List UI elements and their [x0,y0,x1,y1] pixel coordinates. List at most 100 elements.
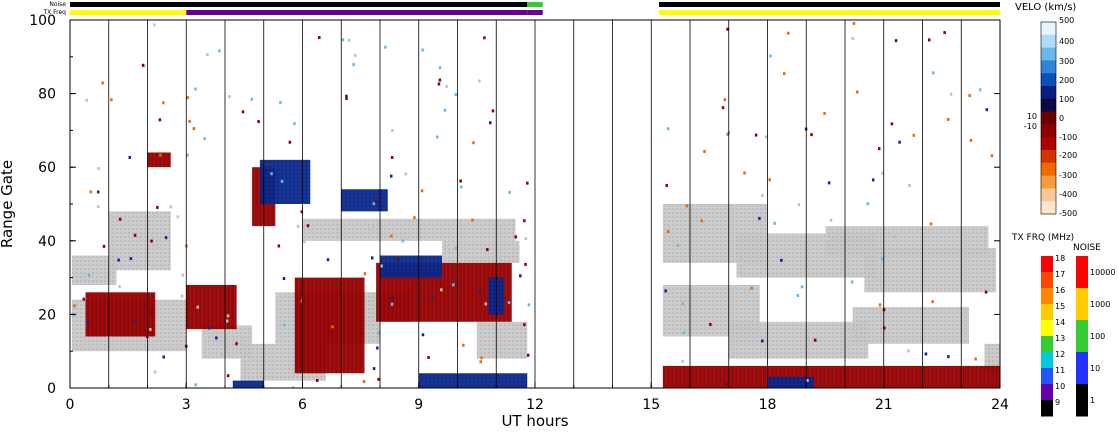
speckle-point [192,127,196,131]
velocity-colorbar-frame [1040,21,1057,215]
speckle-point [390,155,394,159]
speckle-point [459,185,463,189]
speckle-point [318,36,321,40]
y-axis-ticks: 0 20 40 60 80 100 [29,13,1000,397]
y-axis-label: Range Gate [0,160,16,248]
txfreq-segment-3 [659,10,1000,15]
speckle-point [206,53,209,57]
speckle-point [384,45,387,49]
speckle-point [102,244,106,248]
speckle-point [491,109,495,113]
speckle-point [459,179,462,183]
speckle-point [133,319,137,323]
speckle-point [73,304,76,308]
speckle-point [484,302,487,306]
txfreq-swatch [1041,304,1053,321]
speckle-point [391,129,394,133]
noise-swatch [1076,352,1088,385]
speckle-point [931,71,935,75]
speckle-point [421,48,424,52]
speckle-point [186,96,189,100]
ground-scatter-patch-7 [442,240,520,263]
speckle-point [881,257,884,261]
ground-scatter-patch-17 [984,343,1000,374]
speckle-point [438,66,442,70]
velocity-tick-label: 300 [1059,57,1074,66]
speckle-point [345,97,348,101]
speckle-point [235,342,238,346]
speckle-point [974,357,977,361]
speckle-point [277,244,281,248]
speckle-point [413,216,416,220]
noise-status-bar [70,2,1000,7]
txfreq-tick-label: 12 [1055,350,1065,359]
scatter-speckle [72,21,1000,388]
speckle-point [86,320,90,324]
speckle-point [478,290,482,294]
x-tick-label: 18 [759,397,777,413]
speckle-point [279,100,282,104]
speckle-point [786,31,790,35]
speckle-point [782,72,786,76]
speckle-point [665,183,668,187]
speckle-point [282,323,286,327]
velocity-tick-label: 0 [1059,114,1064,123]
speckle-point [978,88,982,92]
txfreq-swatch [1041,336,1053,353]
velocity-negative-patch-4 [85,292,156,337]
speckle-point [89,190,93,194]
txfreq-status-bar [70,10,1000,15]
speckle-point [188,119,191,123]
txfreq-colorbar: TX FRQ (MHz) 18 17 16 15 14 13 12 11 10 9 [1011,233,1074,417]
speckle-point [478,79,481,83]
txfreq-tick-label: 16 [1055,286,1065,295]
speckle-point [912,133,916,137]
ground-scatter-patch-8 [476,321,528,359]
speckle-point [759,220,763,224]
velocity-tick-label: 200 [1059,76,1074,85]
speckle-point [377,331,380,335]
txfreq-tick-label: 13 [1055,334,1065,343]
speckle-point [829,218,833,222]
speckle-point [893,235,897,239]
speckle-point [117,258,120,262]
speckle-point [527,303,531,307]
ground-scatter-patch-16 [852,307,969,344]
speckle-point [380,264,383,268]
speckle-point [780,258,783,262]
speckle-point [430,296,434,300]
speckle-point [159,153,162,157]
speckle-point [681,302,685,306]
txfreq-swatch [1041,256,1053,273]
speckle-point [300,210,304,214]
velocity-positive-patch-5 [767,376,814,388]
velocity-swatch [1041,175,1056,189]
velocity-tick-label: -300 [1059,171,1077,180]
speckle-point [282,277,286,281]
speckle-point [455,246,458,250]
velocity-tick-label: 100 [1059,95,1074,104]
speckle-point [226,314,230,318]
speckle-point [288,140,292,144]
speckle-point [293,122,296,126]
speckle-point [750,286,753,290]
speckle-point [303,240,306,244]
txfreq-tick-label: 18 [1055,254,1065,263]
speckle-point [526,353,530,357]
speckle-point [806,378,809,382]
speckle-point [768,178,771,182]
y-tick-label: 80 [38,87,56,103]
speckle-point [685,204,689,208]
velocity-tick-label: -400 [1059,190,1077,199]
speckle-point [118,285,121,289]
txfreq-tick-label: 11 [1055,366,1065,375]
speckle-point [800,285,804,289]
speckle-point [894,39,898,43]
speckle-point [133,233,137,237]
speckle-point [141,63,145,67]
speckle-point [797,203,801,207]
speckle-point [194,87,197,91]
speckle-point [186,153,189,157]
speckle-point [436,135,439,139]
velocity-swatch [1041,188,1056,202]
